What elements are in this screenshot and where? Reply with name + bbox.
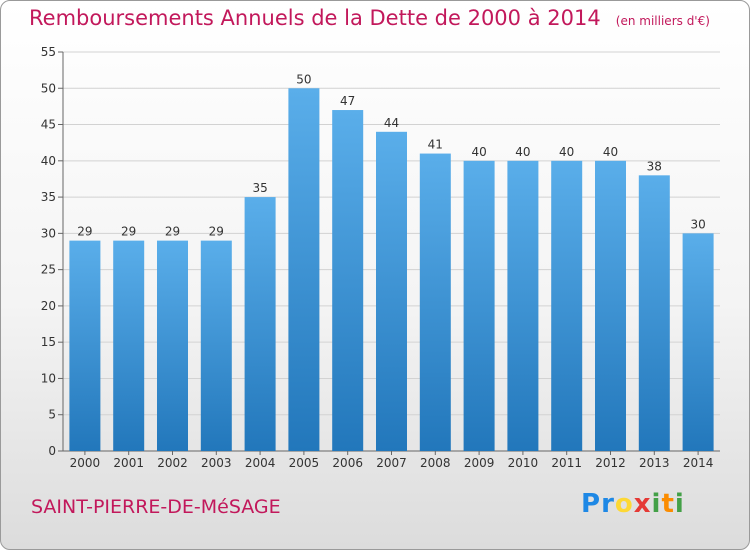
logo-letter: i <box>651 489 662 519</box>
value-label: 30 <box>690 217 705 231</box>
bars <box>69 88 714 452</box>
bar-2008 <box>419 153 451 451</box>
y-tick-label: 40 <box>41 154 56 168</box>
x-tick-label: 2007 <box>376 456 407 470</box>
y-tick-label: 45 <box>41 118 56 132</box>
bar-2009 <box>463 160 495 451</box>
y-tick-label: 20 <box>41 299 56 313</box>
value-label: 50 <box>296 72 311 86</box>
logo-letter: r <box>601 489 615 519</box>
title-unit: (en milliers d'€) <box>615 14 710 28</box>
x-tick-label: 2009 <box>464 456 495 470</box>
value-label: 47 <box>340 94 355 108</box>
bar-2006 <box>332 110 364 451</box>
y-tick-label: 50 <box>41 81 56 95</box>
bar-2011 <box>551 160 583 451</box>
x-tick-label: 2003 <box>201 456 232 470</box>
value-label: 38 <box>647 159 662 173</box>
x-tick-label: 2013 <box>639 456 670 470</box>
logo-letter: t <box>661 489 675 519</box>
value-label: 40 <box>515 145 530 159</box>
bar-2001 <box>113 240 145 451</box>
value-label: 29 <box>121 225 136 239</box>
x-tick-label: 2008 <box>420 456 451 470</box>
bar-2014 <box>682 233 714 451</box>
value-label: 41 <box>428 138 443 152</box>
bar-2000 <box>69 240 101 451</box>
bar-2013 <box>638 175 670 451</box>
labels: 29 2000 29 2001 29 2002 29 2003 35 2004 50 2005 47 20… <box>70 72 714 470</box>
logo-letter: P <box>581 489 602 519</box>
y-tick-label: 35 <box>41 190 56 204</box>
bar-2007 <box>376 131 407 452</box>
bar-2012 <box>595 160 626 451</box>
value-label: 29 <box>77 225 92 239</box>
chart-title: Remboursements Annuels de la Dette de 20… <box>29 6 710 30</box>
value-label: 29 <box>165 225 180 239</box>
x-tick-label: 2000 <box>70 456 101 470</box>
logo-letter: o <box>614 489 634 519</box>
x-tick-label: 2014 <box>683 456 714 470</box>
value-label: 35 <box>252 181 267 195</box>
value-label: 44 <box>384 116 399 130</box>
x-tick-label: 2004 <box>245 456 276 470</box>
title-main: Remboursements Annuels de la Dette de 20… <box>29 6 601 30</box>
bar-2002 <box>157 240 188 451</box>
y-tick-label: 5 <box>48 408 56 422</box>
value-label: 40 <box>603 145 618 159</box>
logo-letter: x <box>633 489 652 519</box>
y-tick-label: 15 <box>41 335 56 349</box>
y-tick-label: 55 <box>41 45 56 59</box>
y-tick-label: 25 <box>41 263 56 277</box>
y-tick-label: 10 <box>41 371 56 385</box>
x-tick-label: 2001 <box>113 456 144 470</box>
y-tick-label: 0 <box>48 444 56 458</box>
x-tick-label: 2005 <box>289 456 320 470</box>
bar-2004 <box>244 197 276 451</box>
y-tick-label: 30 <box>41 226 56 240</box>
bar-2010 <box>507 160 539 451</box>
value-label: 40 <box>559 145 574 159</box>
bar-2003 <box>200 240 232 451</box>
x-tick-label: 2012 <box>595 456 626 470</box>
commune-name: SAINT-PIERRE-DE-MéSAGE <box>31 496 281 518</box>
value-label: 29 <box>209 225 224 239</box>
value-label: 40 <box>471 145 486 159</box>
x-tick-label: 2010 <box>508 456 539 470</box>
bar-2005 <box>288 88 320 451</box>
logo-letter: i <box>674 489 685 519</box>
proxiti-logo: Proxiti <box>581 489 685 519</box>
x-tick-label: 2006 <box>332 456 363 470</box>
x-tick-label: 2011 <box>551 456 582 470</box>
x-tick-label: 2002 <box>157 456 188 470</box>
